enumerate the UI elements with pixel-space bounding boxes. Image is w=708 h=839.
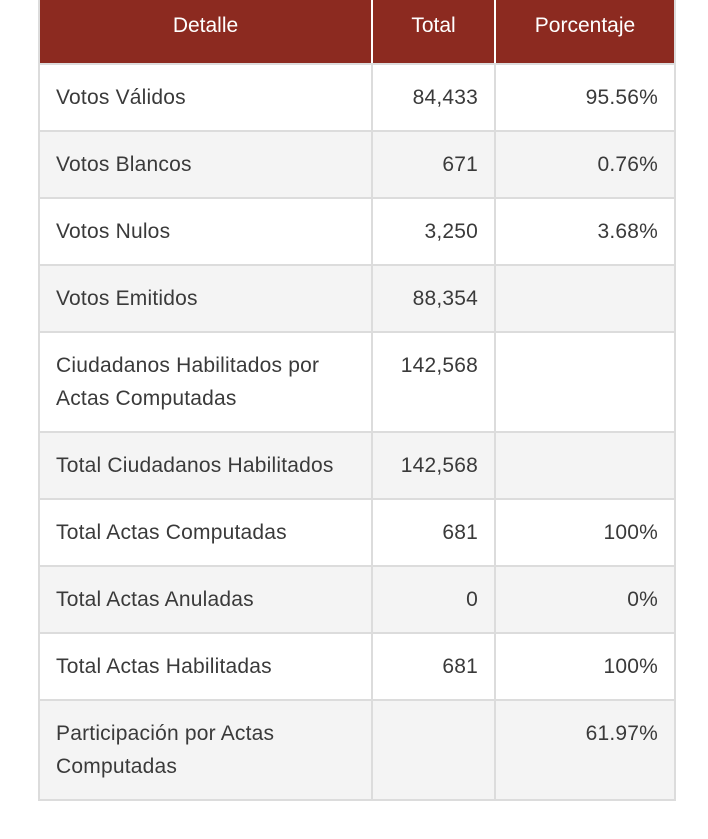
row-percent: 95.56% bbox=[494, 63, 676, 132]
row-total: 142,568 bbox=[371, 331, 496, 433]
row-label: Total Actas Anuladas bbox=[38, 565, 373, 634]
table-row: Votos Nulos 3,250 3.68% bbox=[38, 197, 676, 266]
table-row: Total Ciudadanos Habilitados 142,568 bbox=[38, 431, 676, 500]
row-percent bbox=[494, 431, 676, 500]
row-percent: 61.97% bbox=[494, 699, 676, 801]
table-row: Votos Blancos 671 0.76% bbox=[38, 130, 676, 199]
table-row: Participación por Actas Computadas 61.97… bbox=[38, 699, 676, 801]
results-table-container: Detalle Total Porcentaje Votos Válidos 8… bbox=[38, 0, 676, 801]
column-header-porcentaje: Porcentaje bbox=[494, 0, 676, 65]
row-total: 142,568 bbox=[371, 431, 496, 500]
row-percent: 100% bbox=[494, 498, 676, 567]
table-row: Total Actas Computadas 681 100% bbox=[38, 498, 676, 567]
row-label: Total Actas Computadas bbox=[38, 498, 373, 567]
table-row: Ciudadanos Habilitados por Actas Computa… bbox=[38, 331, 676, 433]
row-label: Participación por Actas Computadas bbox=[38, 699, 373, 801]
row-total: 681 bbox=[371, 632, 496, 701]
row-label: Votos Válidos bbox=[38, 63, 373, 132]
row-total: 88,354 bbox=[371, 264, 496, 333]
row-total: 84,433 bbox=[371, 63, 496, 132]
results-table: Detalle Total Porcentaje Votos Válidos 8… bbox=[38, 0, 676, 801]
header-row: Detalle Total Porcentaje bbox=[38, 0, 676, 65]
row-percent bbox=[494, 264, 676, 333]
row-label: Votos Emitidos bbox=[38, 264, 373, 333]
row-percent: 100% bbox=[494, 632, 676, 701]
row-label: Total Actas Habilitadas bbox=[38, 632, 373, 701]
row-label: Ciudadanos Habilitados por Actas Computa… bbox=[38, 331, 373, 433]
table-row: Total Actas Habilitadas 681 100% bbox=[38, 632, 676, 701]
table-row: Total Actas Anuladas 0 0% bbox=[38, 565, 676, 634]
row-percent: 0.76% bbox=[494, 130, 676, 199]
row-total: 0 bbox=[371, 565, 496, 634]
table-body: Votos Válidos 84,433 95.56% Votos Blanco… bbox=[38, 63, 676, 801]
row-percent bbox=[494, 331, 676, 433]
column-header-total: Total bbox=[371, 0, 496, 65]
table-header: Detalle Total Porcentaje bbox=[38, 0, 676, 65]
row-label: Votos Nulos bbox=[38, 197, 373, 266]
row-label: Votos Blancos bbox=[38, 130, 373, 199]
row-label: Total Ciudadanos Habilitados bbox=[38, 431, 373, 500]
table-row: Votos Válidos 84,433 95.56% bbox=[38, 63, 676, 132]
row-total bbox=[371, 699, 496, 801]
column-header-detalle: Detalle bbox=[38, 0, 373, 65]
row-total: 671 bbox=[371, 130, 496, 199]
row-total: 3,250 bbox=[371, 197, 496, 266]
row-total: 681 bbox=[371, 498, 496, 567]
row-percent: 3.68% bbox=[494, 197, 676, 266]
row-percent: 0% bbox=[494, 565, 676, 634]
table-row: Votos Emitidos 88,354 bbox=[38, 264, 676, 333]
